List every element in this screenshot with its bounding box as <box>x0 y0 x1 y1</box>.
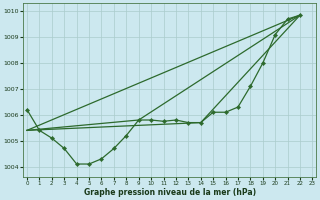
X-axis label: Graphe pression niveau de la mer (hPa): Graphe pression niveau de la mer (hPa) <box>84 188 256 197</box>
